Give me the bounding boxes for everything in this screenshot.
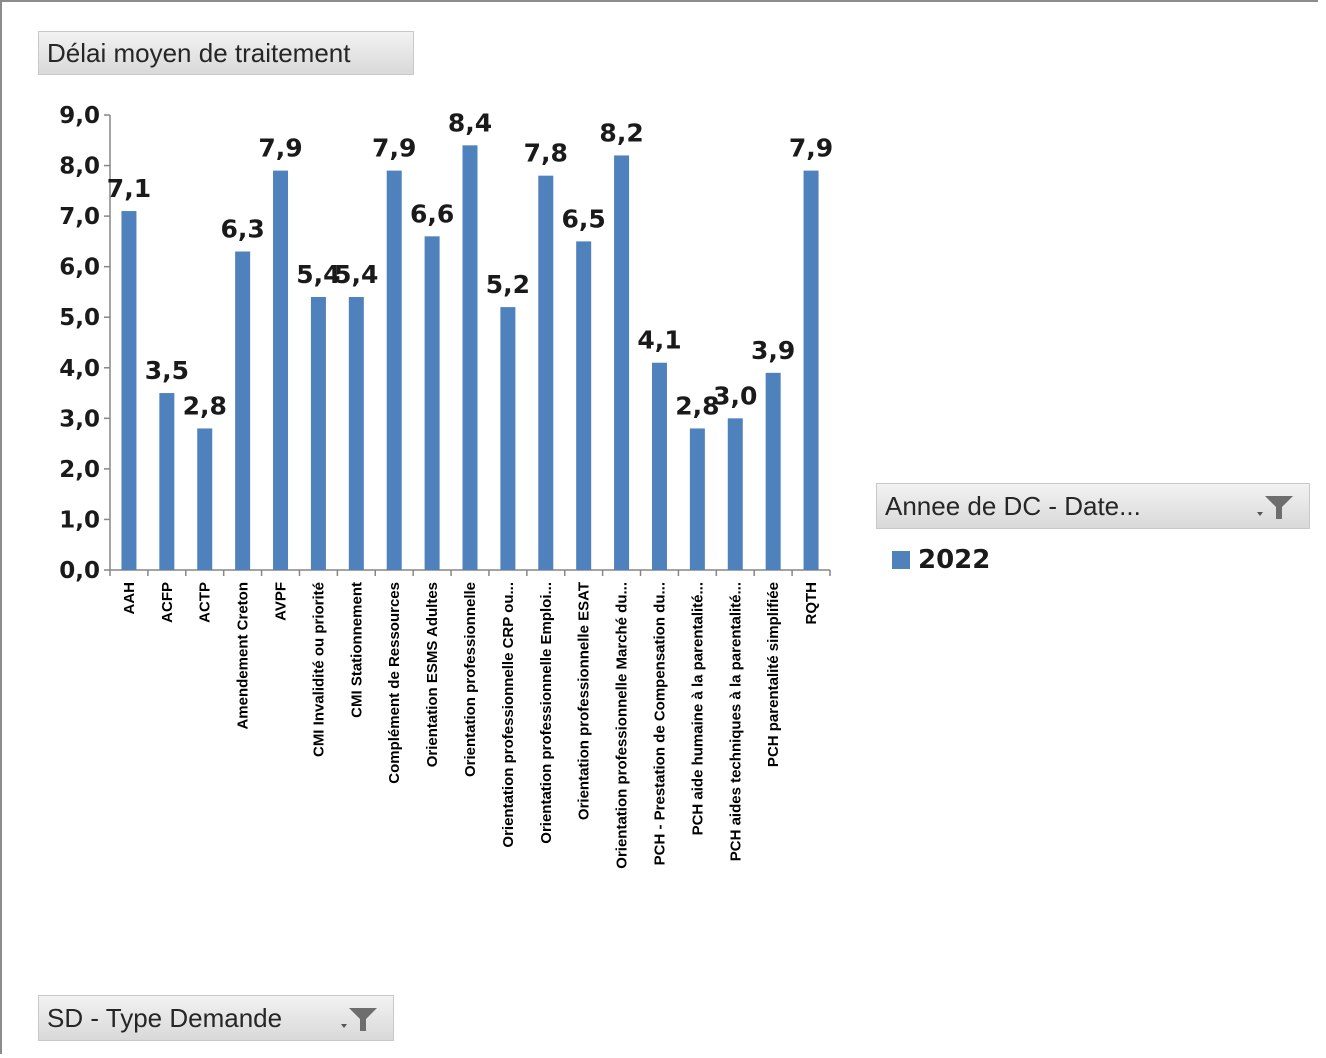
category-label: Orientation professionnelle ESAT <box>576 582 593 820</box>
axis-field-label: SD - Type Demande <box>47 1002 283 1033</box>
y-tick-label: 8,0 <box>59 154 100 180</box>
legend-field-button[interactable]: Annee de DC - Date... <box>876 483 1310 529</box>
y-tick-label: 1,0 <box>59 507 100 533</box>
bar <box>462 145 478 571</box>
data-label: 7,1 <box>107 174 151 203</box>
category-label: CMI Invalidité ou priorité <box>310 582 327 757</box>
bar <box>576 241 592 570</box>
filter-dropdown-icon[interactable] <box>1253 492 1297 522</box>
value-field-button[interactable]: Délai moyen de traitement <box>38 31 414 75</box>
legend-series-label: 2022 <box>918 545 991 575</box>
data-label: 2,8 <box>183 391 227 420</box>
category-label: Complément de Ressources <box>386 582 403 784</box>
y-tick-label: 5,0 <box>59 305 100 331</box>
category-label: AAH <box>121 582 138 615</box>
bar <box>310 297 326 570</box>
category-label: ACFP <box>159 582 176 623</box>
y-tick-label: 3,0 <box>59 406 100 432</box>
axis-field-button[interactable]: SD - Type Demande <box>38 995 394 1041</box>
bar <box>689 428 705 570</box>
bar <box>121 211 137 571</box>
legend-item: 2022 <box>892 545 990 575</box>
category-label: PCH aides techniques à la parentalité... <box>727 582 744 861</box>
y-tick-label: 0,0 <box>59 558 100 584</box>
bar <box>348 297 364 570</box>
category-label: Orientation professionnelle Marché du... <box>614 582 631 869</box>
filter-dropdown-icon[interactable] <box>337 1004 381 1034</box>
category-label: Orientation professionnelle Emploi... <box>538 582 555 844</box>
category-label: Amendement Creton <box>235 582 252 730</box>
data-label: 3,0 <box>713 381 757 410</box>
category-label: Orientation professionnelle CRP ou... <box>500 582 517 848</box>
category-label: PCH aide humaine à la parentalité... <box>689 582 706 835</box>
data-label: 8,4 <box>448 108 492 137</box>
data-label: 3,5 <box>145 356 189 385</box>
category-label: Orientation ESMS Adultes <box>424 582 441 767</box>
category-label: ACTP <box>197 582 214 623</box>
y-tick-label: 6,0 <box>59 255 100 281</box>
category-label: PCH parentalité simplifiée <box>765 582 782 767</box>
bar <box>235 251 251 570</box>
category-label: Orientation professionnelle <box>462 582 479 777</box>
data-label: 7,9 <box>372 134 416 163</box>
data-label: 6,3 <box>220 215 264 244</box>
data-label: 8,2 <box>599 118 643 147</box>
bar <box>538 175 554 570</box>
data-label: 5,4 <box>334 260 378 289</box>
data-label: 2,8 <box>675 391 719 420</box>
bar <box>614 155 630 570</box>
bar <box>273 170 289 570</box>
category-label: CMI Stationnement <box>348 582 365 718</box>
bar <box>500 307 516 570</box>
category-label: AVPF <box>273 582 290 621</box>
data-label: 7,9 <box>789 134 833 163</box>
y-tick-label: 4,0 <box>59 356 100 382</box>
bar <box>727 418 743 570</box>
category-label: PCH - Prestation de Compensation du... <box>651 582 668 865</box>
data-label: 5,4 <box>296 260 340 289</box>
data-label: 6,6 <box>410 199 454 228</box>
y-tick-label: 2,0 <box>59 457 100 483</box>
category-label: RQTH <box>803 582 820 625</box>
bar <box>386 170 402 570</box>
bar <box>651 362 667 570</box>
bar <box>803 170 819 570</box>
legend-swatch <box>892 551 910 569</box>
data-label: 7,8 <box>524 139 568 168</box>
value-field-label: Délai moyen de traitement <box>47 37 351 68</box>
data-label: 4,1 <box>637 326 681 355</box>
y-tick-label: 7,0 <box>59 204 100 230</box>
legend-field-label: Annee de DC - Date... <box>885 490 1141 521</box>
bar <box>765 372 781 570</box>
bar <box>197 428 213 570</box>
data-label: 6,5 <box>562 204 606 233</box>
y-tick-label: 9,0 <box>59 103 100 129</box>
bar <box>159 393 175 570</box>
data-label: 7,9 <box>258 134 302 163</box>
bar <box>424 236 440 571</box>
data-label: 5,2 <box>486 270 530 299</box>
data-label: 3,9 <box>751 336 795 365</box>
